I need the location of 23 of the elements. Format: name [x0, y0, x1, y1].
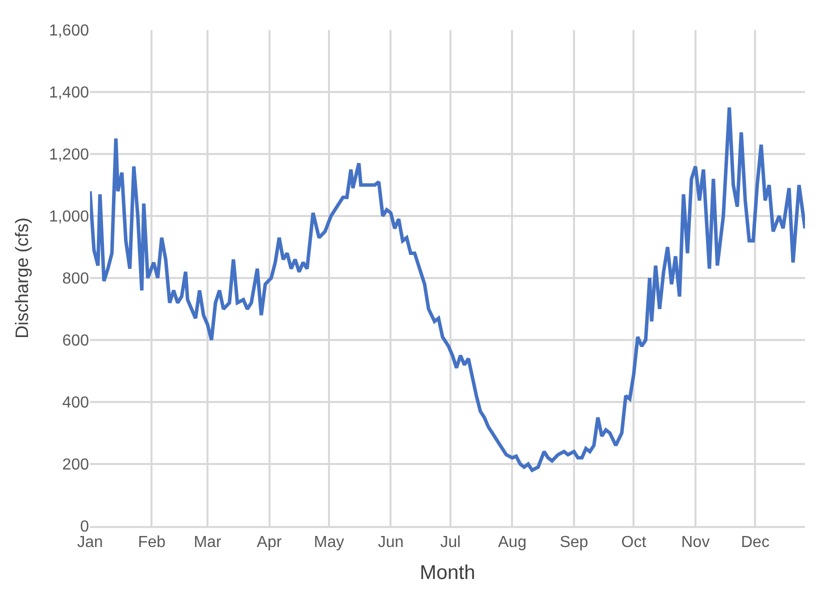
- y-tick-label: 800: [62, 270, 90, 288]
- x-tick-label: Sep: [560, 534, 588, 551]
- y-tick-label: 0: [80, 518, 90, 536]
- x-tick-label: Feb: [138, 534, 166, 551]
- x-tick-label: Apr: [256, 534, 282, 551]
- x-tick-label: May: [314, 534, 344, 551]
- x-tick-label: Aug: [498, 534, 526, 551]
- y-tick-label: 1,000: [48, 208, 90, 226]
- x-axis-title: Month: [420, 562, 476, 584]
- y-tick-label: 200: [62, 456, 90, 474]
- y-tick-label: 1,200: [48, 146, 90, 164]
- y-tick-label: 1,600: [48, 22, 90, 40]
- x-tick-label: Dec: [740, 534, 770, 551]
- y-axis-title: Discharge (cfs): [12, 217, 32, 339]
- x-tick-label: Jan: [77, 534, 103, 551]
- y-tick-label: 400: [62, 394, 90, 412]
- x-tick-label: Nov: [681, 534, 710, 551]
- y-tick-label: 1,400: [48, 84, 90, 102]
- x-tick-label: Jun: [378, 534, 404, 551]
- x-tick-label: Mar: [194, 534, 222, 551]
- y-tick-label: 600: [62, 332, 90, 350]
- x-tick-label: Oct: [621, 534, 647, 551]
- x-tick-label: Jul: [440, 534, 461, 551]
